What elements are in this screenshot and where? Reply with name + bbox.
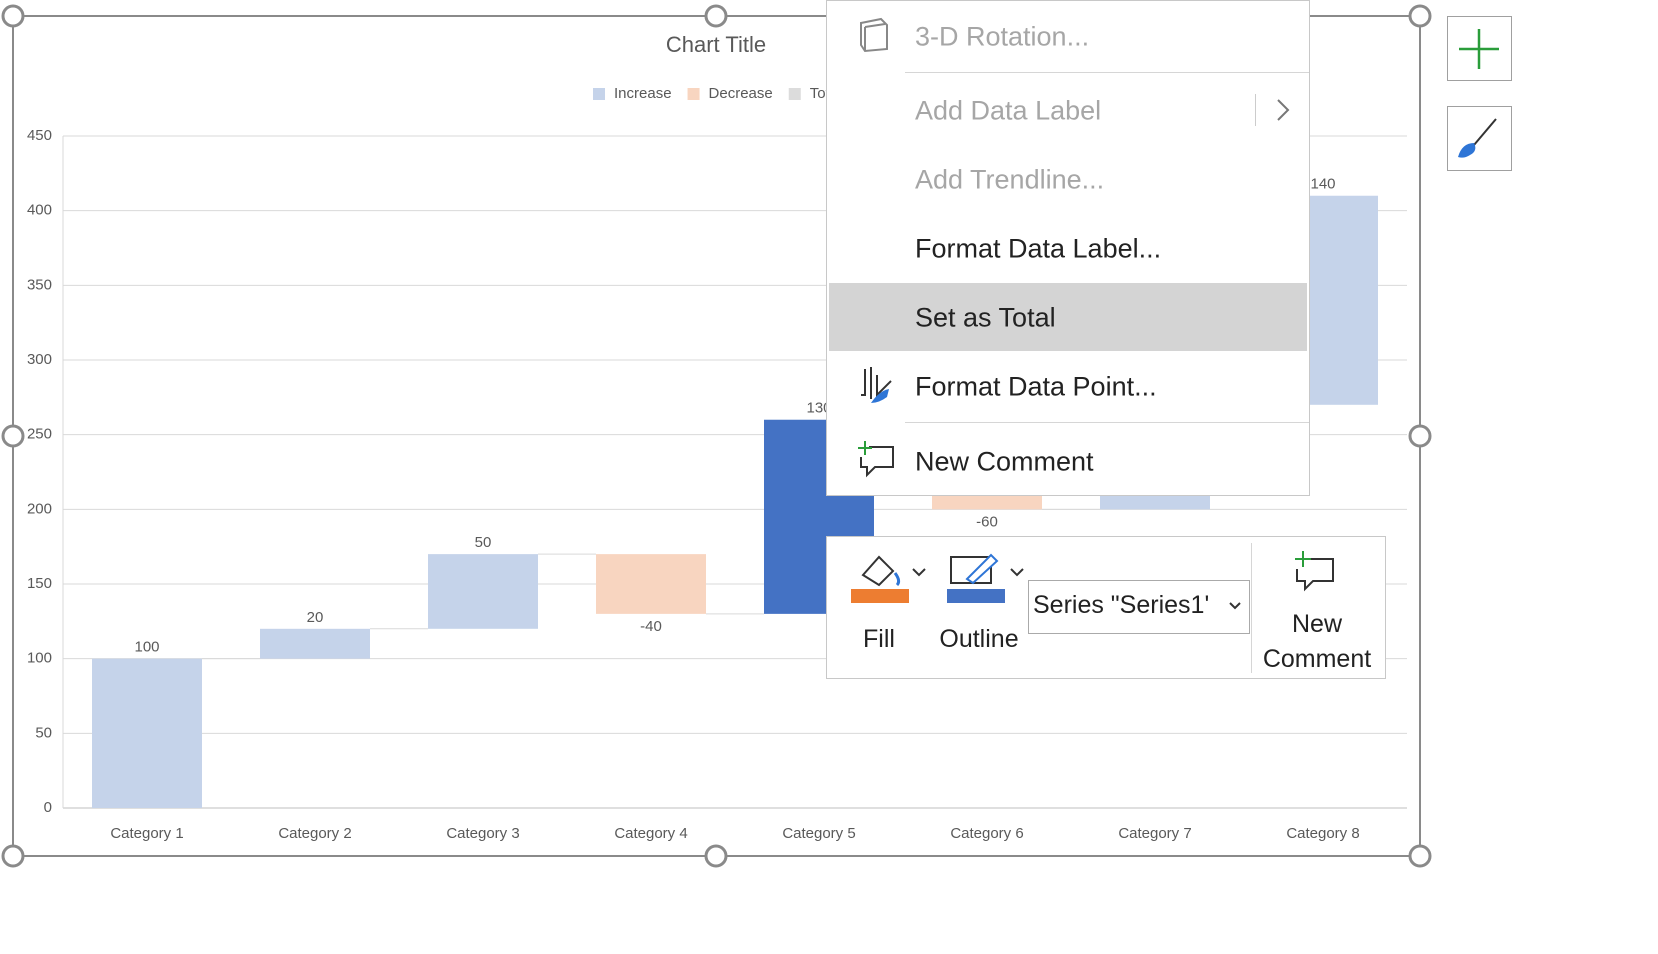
y-tick-label: 100 (27, 650, 52, 667)
x-tick-label: Category 7 (1118, 825, 1191, 842)
series-select[interactable]: Series "Series1' (1028, 580, 1250, 634)
separator (905, 422, 1309, 423)
menu-item[interactable]: 3-D Rotation... (915, 21, 1090, 52)
menu-item[interactable]: Format Data Label... (915, 233, 1162, 264)
resize-handle (1408, 844, 1432, 868)
menu-highlight (829, 283, 1307, 351)
format-point-icon (861, 367, 892, 403)
plus-icon (1459, 29, 1499, 69)
bar (596, 554, 706, 614)
y-tick-label: 450 (27, 127, 52, 144)
resize-handle (1408, 4, 1432, 28)
data-label: 100 (134, 639, 159, 656)
y-tick-label: 400 (27, 202, 52, 219)
resize-handle (1, 4, 25, 28)
bar (92, 658, 202, 808)
comment-icon[interactable] (1293, 549, 1337, 593)
data-label: 20 (307, 609, 324, 626)
legend-swatch (788, 88, 801, 100)
divider (1255, 94, 1256, 126)
x-tick-label: Category 1 (110, 825, 183, 842)
new-comment-label[interactable]: New Comment (1262, 610, 1372, 673)
chevron (1277, 99, 1290, 121)
data-label: 130 (806, 400, 831, 417)
data-label: 140 (1310, 176, 1335, 193)
select-chevron (1229, 602, 1241, 610)
resize-handle (1, 424, 25, 448)
menu-item[interactable]: Add Trendline... (915, 164, 1105, 195)
x-tick-label: Category 2 (278, 825, 351, 842)
legend-swatch (593, 88, 605, 100)
chart-title[interactable]: Chart Title (666, 32, 766, 57)
outline-label[interactable]: Outline (939, 625, 1019, 653)
data-label: 50 (475, 534, 492, 551)
comment-icon (858, 441, 894, 478)
outline-icon[interactable] (947, 549, 1031, 605)
x-tick-label: Category 8 (1286, 825, 1359, 842)
chart-elements-button[interactable] (1447, 16, 1512, 81)
separator (905, 72, 1309, 73)
x-tick-label: Category 6 (950, 825, 1023, 842)
menu-item[interactable]: Set as Total (915, 302, 1056, 333)
y-tick-label: 350 (27, 276, 52, 293)
legend-label: Decrease (709, 85, 773, 102)
menu-item[interactable]: Add Data Label (915, 95, 1102, 126)
divider (1251, 543, 1252, 673)
fill-label[interactable]: Fill (863, 625, 895, 653)
legend-label: Increase (614, 85, 672, 102)
bar (260, 628, 370, 659)
x-tick-label: Category 3 (446, 825, 519, 842)
x-tick-label: Category 4 (614, 825, 687, 842)
y-tick-label: 50 (35, 724, 52, 741)
chart-styles-button[interactable] (1447, 106, 1512, 171)
y-tick-label: 150 (27, 575, 52, 592)
data-label: -60 (976, 513, 998, 530)
resize-handle (704, 844, 728, 868)
x-tick-label: Category 5 (782, 825, 855, 842)
resize-handle (704, 4, 728, 28)
rotation-icon (860, 17, 888, 53)
menu-item[interactable]: Format Data Point... (915, 371, 1157, 402)
legend-swatch (687, 88, 700, 100)
y-tick-label: 300 (27, 351, 52, 368)
brush-icon (1458, 118, 1497, 158)
resize-handle (1408, 424, 1432, 448)
y-tick-label: 0 (44, 799, 52, 816)
context-menu: 3-D Rotation... Add Data Label Add Trend… (826, 0, 1310, 496)
mini-toolbar: Fill Outline Series "Series1' New Commen… (826, 536, 1386, 679)
bar (428, 554, 538, 629)
resize-handle (1, 844, 25, 868)
fill-icon[interactable] (849, 549, 933, 605)
menu-item[interactable]: New Comment (915, 446, 1094, 477)
series-select-text: Series "Series1' (1033, 591, 1210, 619)
y-tick-label: 250 (27, 426, 52, 443)
data-label: -40 (640, 618, 662, 635)
y-tick-label: 200 (27, 500, 52, 517)
